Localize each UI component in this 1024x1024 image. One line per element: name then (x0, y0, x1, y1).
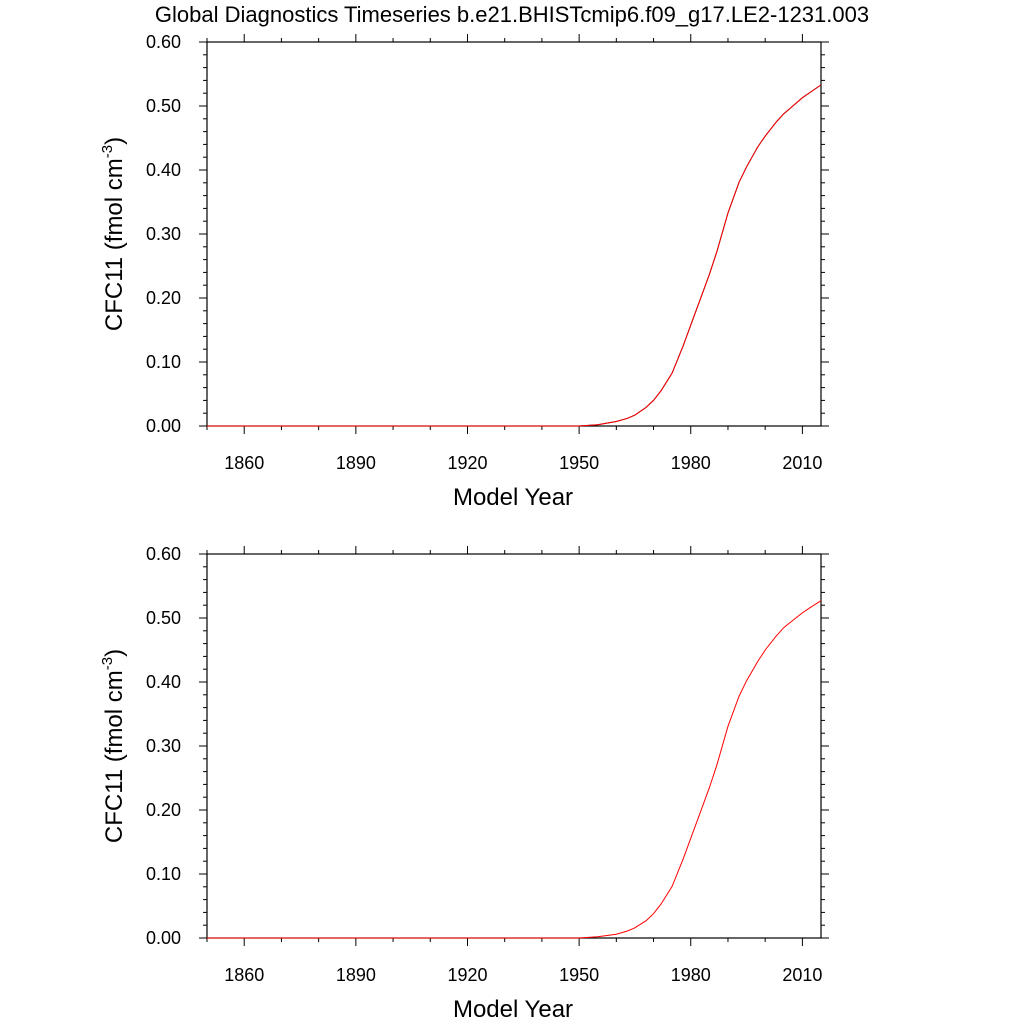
y-tick-label: 0.50 (146, 96, 181, 116)
y-axis-label-bottom: CFC11 (fmol cm-3) (99, 649, 128, 843)
panel-bottom: 1860 1890 1920 1950 1980 2010 0.00 0.10 0.20 0.30… (99, 544, 829, 1023)
x-tick-label: 1920 (447, 965, 487, 985)
y-tick-label: 0.10 (146, 864, 181, 884)
y-axis-label-superscript: -3 (99, 145, 116, 158)
y-tick-label: 0.30 (146, 224, 181, 244)
x-tick-label: 1980 (671, 453, 711, 473)
panel-top: 1860 1890 1920 1950 1980 2010 0.00 0.10 0.20 0.30… (99, 32, 829, 511)
y-axis-label-text: CFC11 (fmol cm (101, 670, 128, 843)
x-tick-label: 1980 (671, 965, 711, 985)
x-tick-label: 1860 (224, 965, 264, 985)
y-tick-label: 0.30 (146, 736, 181, 756)
x-axis-label-top: Model Year (453, 484, 573, 511)
y-tick-label: 0.00 (146, 928, 181, 948)
chart-title: Global Diagnostics Timeseries b.e21.BHIS… (154, 2, 870, 27)
series-line (207, 84, 822, 427)
y-axis-label-close: ) (101, 137, 128, 145)
series-line (207, 600, 822, 939)
y-tick-label: 0.00 (146, 416, 181, 436)
plot-frame (206, 41, 822, 427)
y-tick-label: 0.40 (146, 672, 181, 692)
y-axis-label-text: CFC11 (fmol cm (101, 158, 128, 331)
y-axis-label-close: ) (101, 649, 128, 657)
series-line (207, 84, 822, 427)
y-tick-label: 0.60 (146, 32, 181, 52)
y-tick-label: 0.40 (146, 160, 181, 180)
plot-area-bottom: 1860 1890 1920 1950 1980 2010 0.00 0.10 0.20 0.30… (146, 544, 829, 985)
x-tick-label: 1890 (336, 453, 376, 473)
x-tick-label: 2010 (782, 453, 822, 473)
x-axis-label-bottom: Model Year (453, 996, 573, 1023)
x-tick-label: 1950 (559, 965, 599, 985)
y-tick-label: 0.60 (146, 544, 181, 564)
x-tick-label: 1950 (559, 453, 599, 473)
y-tick-label: 0.10 (146, 352, 181, 372)
x-tick-label: 2010 (782, 965, 822, 985)
y-tick-label: 0.50 (146, 608, 181, 628)
x-tick-label: 1890 (336, 965, 376, 985)
plot-area-top: 1860 1890 1920 1950 1980 2010 0.00 0.10 0.20 0.30… (146, 32, 829, 473)
y-tick-label: 0.20 (146, 288, 181, 308)
plot-frame (206, 553, 822, 939)
x-tick-label: 1920 (447, 453, 487, 473)
x-tick-label: 1860 (224, 453, 264, 473)
y-tick-label: 0.20 (146, 800, 181, 820)
y-axis-label-top: CFC11 (fmol cm-3) (99, 137, 128, 331)
y-axis-label-superscript: -3 (99, 657, 116, 670)
